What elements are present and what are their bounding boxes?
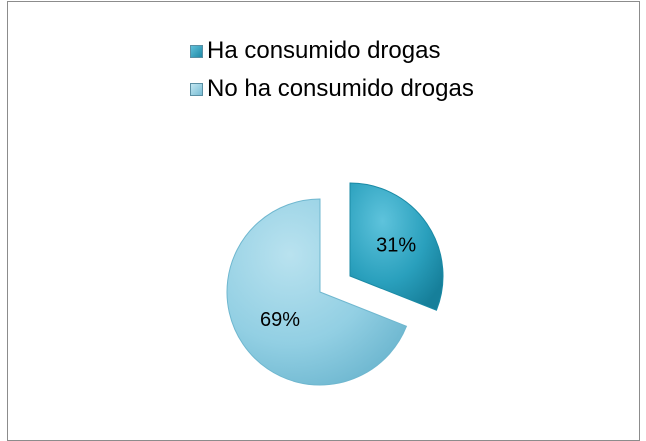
legend-label-ha-consumido: Ha consumido drogas xyxy=(207,37,441,64)
pie-slices xyxy=(226,182,444,386)
legend-swatch-ha-consumido xyxy=(190,44,203,58)
legend: Ha consumido drogas No ha consumido drog… xyxy=(190,32,474,108)
slice-label-no-ha-consumido: 69% xyxy=(260,309,300,331)
pie-slice-no-ha-consumido xyxy=(226,198,408,386)
legend-swatch-no-ha-consumido xyxy=(190,82,203,96)
legend-item-no-ha-consumido: No ha consumido drogas xyxy=(190,70,474,108)
slice-label-ha-consumido: 31% xyxy=(376,235,416,257)
legend-label-no-ha-consumido: No ha consumido drogas xyxy=(207,75,474,102)
legend-item-ha-consumido: Ha consumido drogas xyxy=(190,32,474,70)
pie-slice-ha-consumido xyxy=(349,182,444,311)
